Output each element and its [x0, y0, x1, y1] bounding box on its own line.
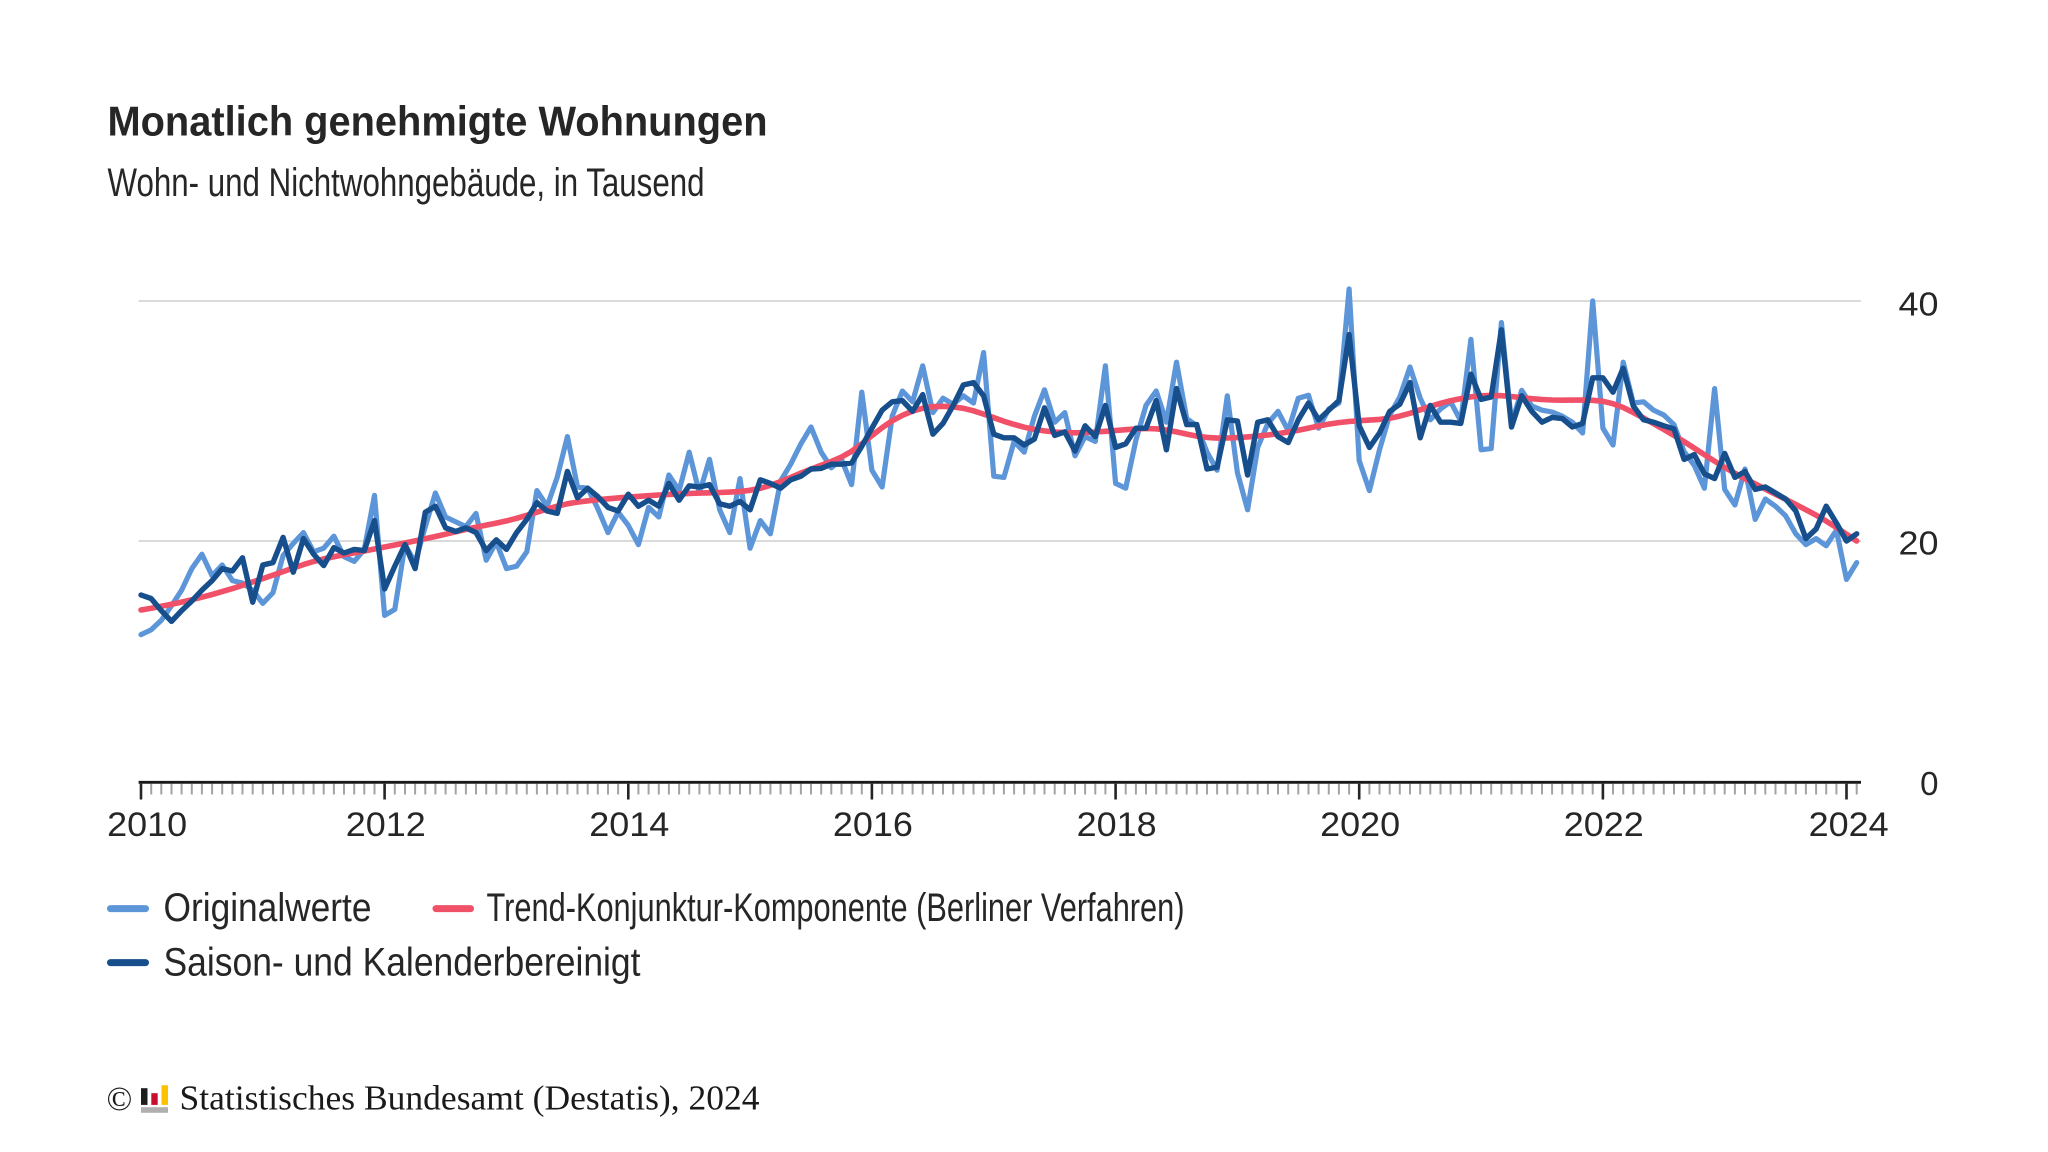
- svg-text:Saison- und Kalenderbereinigt: Saison- und Kalenderbereinigt: [164, 941, 641, 985]
- svg-text:2010: 2010: [107, 806, 187, 844]
- svg-text:0: 0: [1920, 765, 1938, 802]
- svg-text:2020: 2020: [1320, 806, 1400, 844]
- svg-text:Monatlich genehmigte Wohnungen: Monatlich genehmigte Wohnungen: [108, 98, 768, 145]
- svg-text:Trend-Konjunktur-Komponente (B: Trend-Konjunktur-Komponente (Berliner Ve…: [487, 886, 1185, 930]
- svg-text:©: ©: [107, 1081, 133, 1118]
- svg-text:2012: 2012: [346, 806, 426, 844]
- svg-text:Wohn- und Nichtwohngebäude, in: Wohn- und Nichtwohngebäude, in Tausend: [108, 161, 705, 205]
- svg-text:2024: 2024: [1809, 806, 1889, 844]
- svg-text:2018: 2018: [1077, 806, 1157, 844]
- svg-text:Statistisches Bundesamt (Desta: Statistisches Bundesamt (Destatis), 2024: [180, 1079, 760, 1118]
- svg-text:40: 40: [1899, 286, 1939, 323]
- svg-text:20: 20: [1899, 525, 1939, 562]
- svg-text:2016: 2016: [833, 806, 913, 844]
- svg-text:Originalwerte: Originalwerte: [164, 886, 372, 930]
- svg-text:2022: 2022: [1564, 806, 1644, 844]
- svg-text:2014: 2014: [589, 806, 669, 844]
